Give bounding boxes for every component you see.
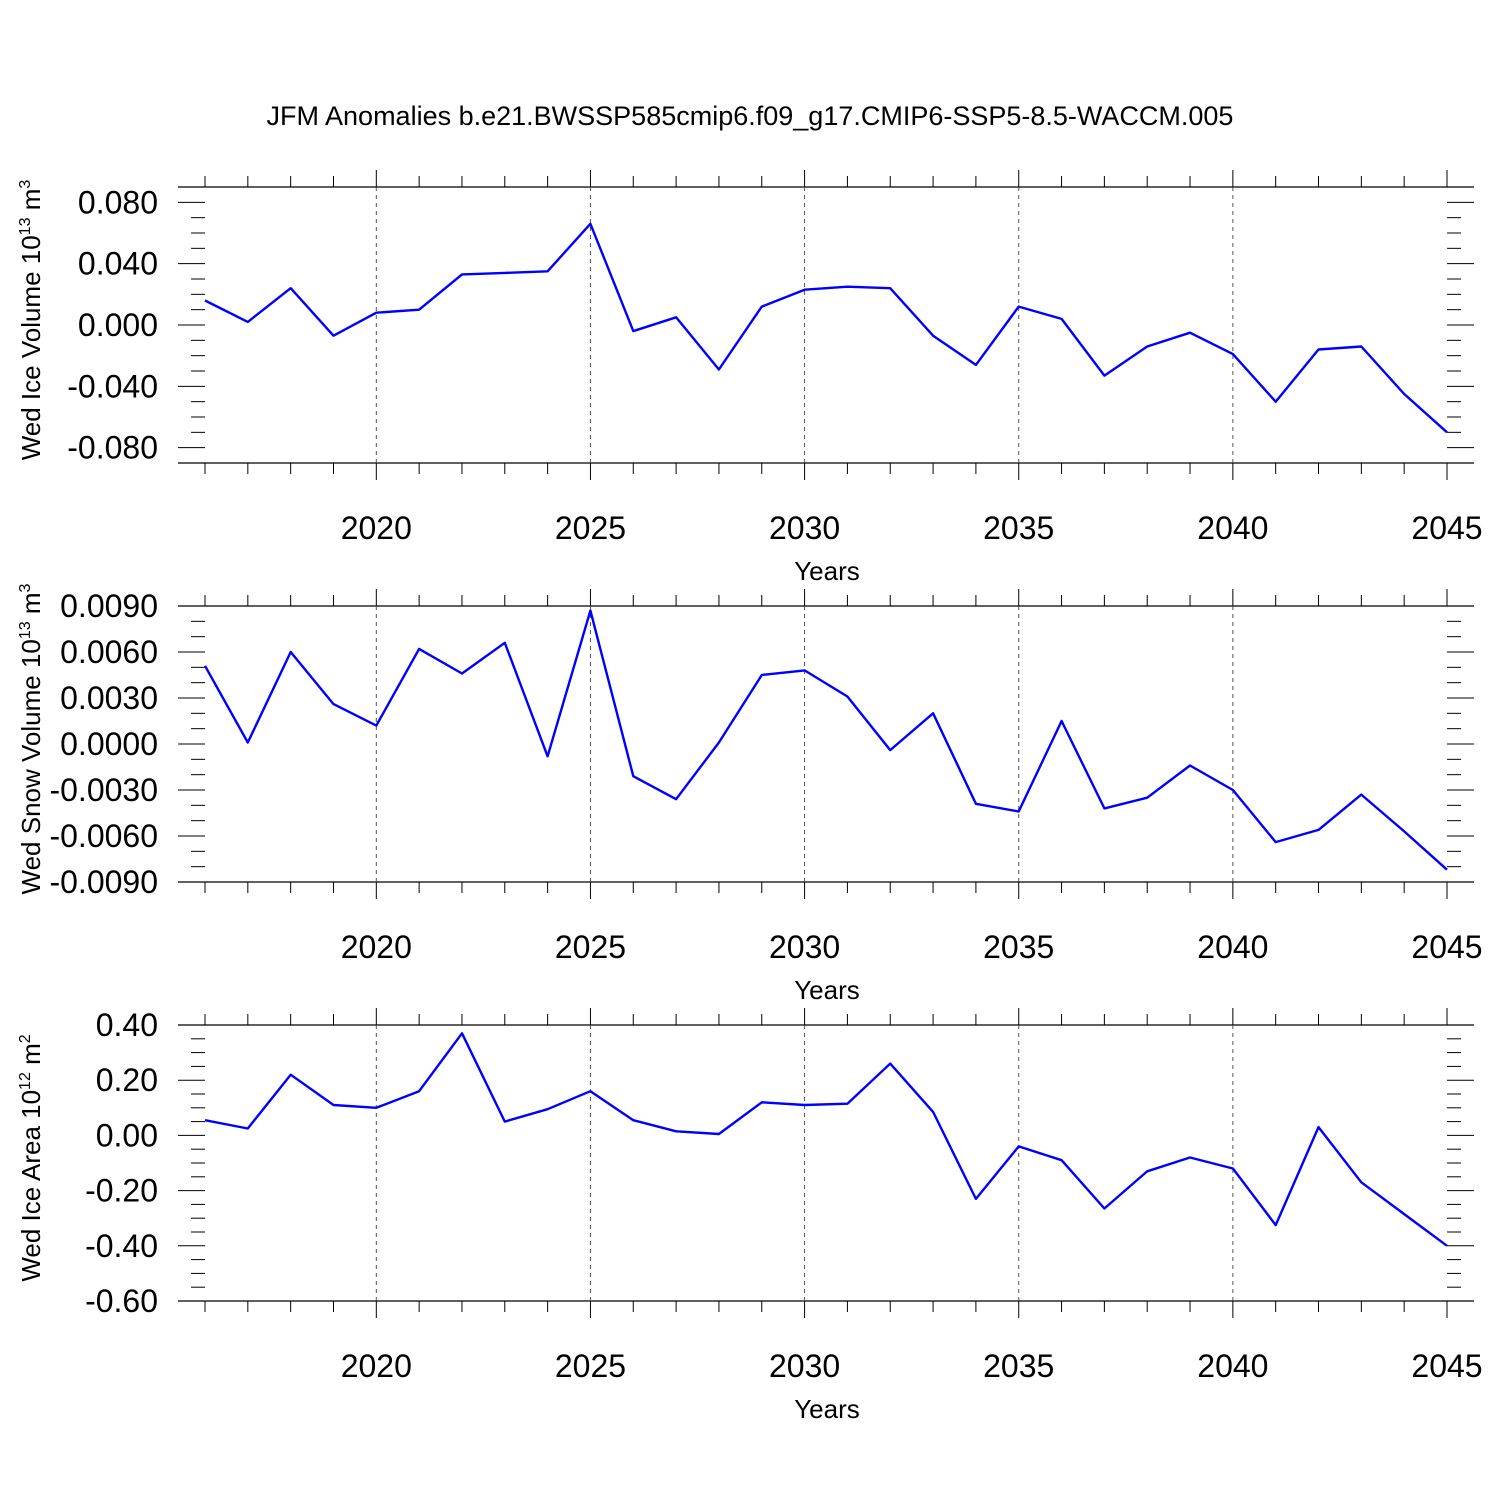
y-tick-label: 0.00: [96, 1117, 158, 1153]
x-axis-label: Years: [794, 556, 860, 586]
y-tick-label: -0.60: [85, 1283, 158, 1319]
y-axis-label-space: [16, 1065, 46, 1072]
x-axis-label: Years: [794, 975, 860, 1005]
y-axis-label-unit-exponent: 2: [17, 1034, 34, 1043]
x-tick-label: 2020: [341, 929, 412, 965]
series-line: [204, 222, 1448, 434]
y-axis-label-space: [16, 210, 46, 217]
x-tick-label: 2045: [1411, 929, 1482, 965]
y-axis-label-space: [16, 614, 46, 621]
y-axis-label: Wed Ice Volume 1013 m3: [16, 180, 46, 461]
x-tick-label: 2030: [769, 929, 840, 965]
y-tick-label: 0.0000: [60, 726, 158, 762]
x-tick-label: 2020: [341, 510, 412, 546]
x-tick-label: 2040: [1197, 510, 1268, 546]
panel-snow-volume: 2020 2025 2030 2035 2040 2045 Years 0.0090 0.006…: [16, 583, 1483, 1005]
y-tick-label: -0.20: [85, 1173, 158, 1209]
y-axis-label-exponent: 12: [17, 1072, 34, 1090]
series-line: [204, 1032, 1448, 1247]
y-axis-label: Wed Snow Volume 1013 m3: [16, 583, 46, 894]
x-axis-label: Years: [794, 1394, 860, 1424]
y-axis-label-main: Wed Ice Volume 10: [16, 235, 46, 460]
y-axis-label-main: Wed Ice Area 10: [16, 1090, 46, 1282]
x-tick-label: 2045: [1411, 1348, 1482, 1384]
y-tick-label: 0.000: [78, 307, 158, 343]
x-tick-label: 2030: [769, 510, 840, 546]
y-tick-label: 0.0060: [60, 634, 158, 670]
x-tick-label: 2040: [1197, 929, 1268, 965]
y-axis-label-unit-exponent: 3: [17, 583, 34, 592]
y-axis-label-exponent: 13: [17, 217, 34, 235]
x-tick-label: 2035: [983, 510, 1054, 546]
y-tick-label: -0.0090: [49, 864, 158, 900]
y-axis-label-unit: m: [16, 189, 46, 211]
y-axis-label-unit: m: [16, 592, 46, 614]
x-tick-label: 2025: [555, 929, 626, 965]
y-axis-label-unit-exponent: 3: [17, 180, 34, 189]
x-tick-label: 2035: [983, 1348, 1054, 1384]
x-tick-label: 2045: [1411, 510, 1482, 546]
panel-ice-area: 2020 2025 2030 2035 2040 2045 Years 0.40 0.20 0.0…: [16, 1007, 1483, 1424]
y-tick-label: -0.040: [67, 368, 158, 404]
y-tick-label: -0.40: [85, 1228, 158, 1264]
y-tick-label: 0.20: [96, 1062, 158, 1098]
y-axis-label-unit: m: [16, 1043, 46, 1065]
y-tick-label: 0.040: [78, 246, 158, 282]
x-tick-label: 2030: [769, 1348, 840, 1384]
x-tick-label: 2025: [555, 510, 626, 546]
y-tick-label: -0.080: [67, 430, 158, 466]
y-tick-label: 0.080: [78, 184, 158, 220]
x-tick-label: 2025: [555, 1348, 626, 1384]
chart-title: JFM Anomalies b.e21.BWSSP585cmip6.f09_g1…: [267, 101, 1234, 131]
series-line: [203, 609, 1448, 871]
y-tick-label: -0.0060: [49, 818, 158, 854]
y-tick-label: -0.0030: [49, 772, 158, 808]
x-tick-label: 2035: [983, 929, 1054, 965]
y-tick-label: 0.0030: [60, 680, 158, 716]
y-axis-label-main: Wed Snow Volume 10: [16, 639, 46, 894]
panel-ice-volume: 2020 2025 2030 2035 2040 2045 Years 0.080 0.040 0…: [16, 170, 1483, 586]
y-tick-label: 0.0090: [60, 588, 158, 624]
y-axis-label-exponent: 13: [17, 621, 34, 639]
y-tick-label: 0.40: [96, 1007, 158, 1043]
x-tick-label: 2040: [1197, 1348, 1268, 1384]
y-axis-label: Wed Ice Area 1012 m2: [16, 1034, 46, 1281]
x-tick-label: 2020: [341, 1348, 412, 1384]
